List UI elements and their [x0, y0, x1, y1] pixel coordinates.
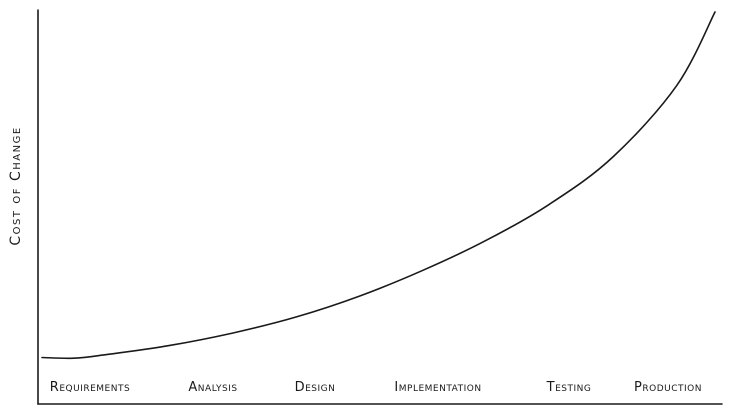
x-tick-label-analysis: Analysis	[188, 380, 237, 395]
cost-curve	[41, 11, 716, 360]
x-tick-label-production: Production	[634, 380, 702, 395]
x-tick-labels: Requirements Analysis Design Implementation…	[50, 380, 702, 395]
y-axis-label: Cost of Change	[8, 126, 24, 245]
x-tick-label-requirements: Requirements	[50, 380, 130, 395]
x-tick-label-implementation: Implementation	[394, 380, 481, 395]
x-tick-label-testing: Testing	[546, 380, 592, 395]
x-tick-label-design: Design	[295, 380, 336, 395]
axes	[37, 9, 723, 405]
